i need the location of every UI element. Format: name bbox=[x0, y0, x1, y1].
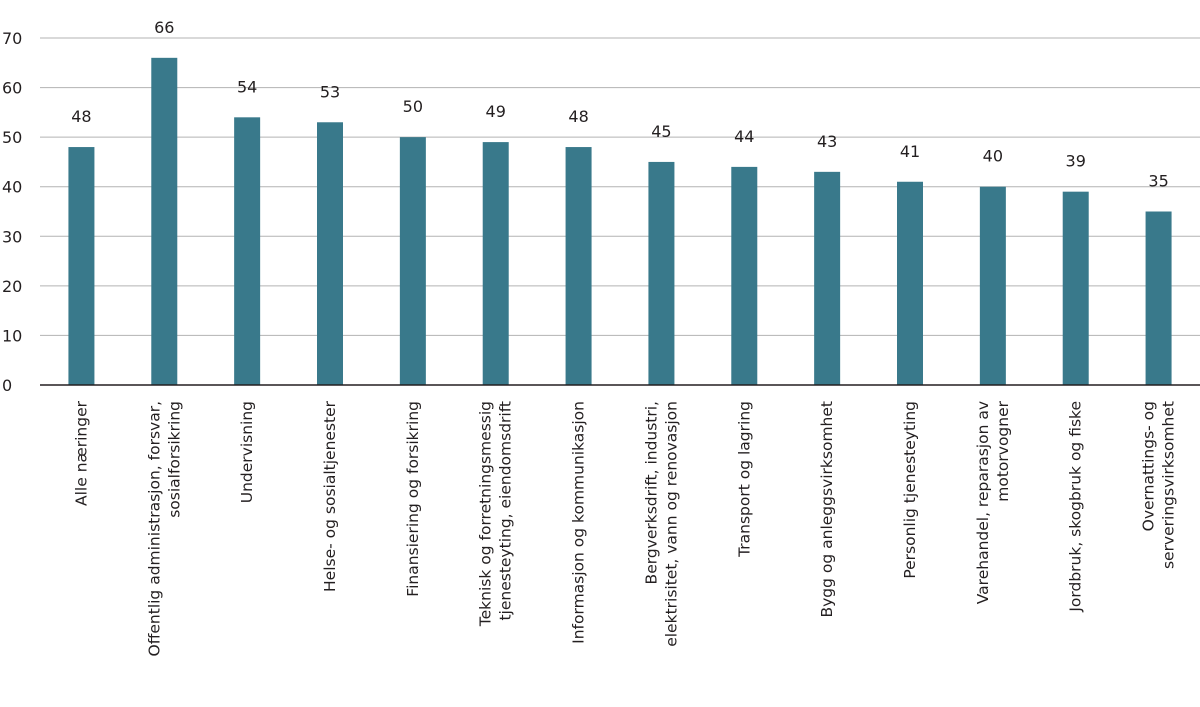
x-tick-label: Alle næringer bbox=[72, 400, 90, 506]
y-axis-ticks: 0 10 20 30 40 50 60 70 bbox=[2, 29, 22, 395]
y-tick-label: 40 bbox=[2, 178, 22, 197]
bar bbox=[68, 147, 95, 385]
x-tick-label: Teknisk og forretningsmessig bbox=[477, 401, 495, 627]
data-label: 39 bbox=[1066, 152, 1086, 171]
data-label: 43 bbox=[817, 132, 837, 151]
data-label: 44 bbox=[734, 127, 754, 146]
data-label: 49 bbox=[486, 102, 506, 121]
x-tick-label: Jordbruk, skogbruk og fiske bbox=[1067, 401, 1085, 613]
x-tick-label: Finansiering og forsikring bbox=[404, 401, 422, 597]
x-tick-label: Offentlig administrasjon, forsvar, bbox=[145, 401, 163, 657]
x-tick-label: motorvogner bbox=[994, 400, 1012, 501]
data-label: 48 bbox=[71, 107, 91, 126]
x-tick-label: Overnattings- og bbox=[1140, 401, 1158, 531]
x-tick-label: tjenesteyting, eiendomsdrift bbox=[497, 401, 515, 621]
bar bbox=[234, 117, 261, 386]
bar bbox=[317, 122, 343, 386]
y-tick-label: 20 bbox=[2, 277, 22, 296]
data-label: 66 bbox=[154, 18, 174, 37]
data-label: 41 bbox=[900, 142, 920, 161]
bar bbox=[979, 186, 1006, 385]
bar bbox=[814, 171, 841, 385]
bar bbox=[399, 137, 426, 385]
y-tick-label: 10 bbox=[2, 326, 22, 345]
y-tick-label: 30 bbox=[2, 227, 22, 246]
x-tick-label: elektrisitet, vann og renovasjon bbox=[662, 401, 680, 647]
y-tick-label: 60 bbox=[2, 79, 22, 98]
bar bbox=[648, 161, 675, 385]
y-tick-label: 50 bbox=[2, 128, 22, 147]
x-tick-label: Informasjon og kommunikasjon bbox=[570, 401, 588, 644]
data-label: 45 bbox=[651, 122, 671, 141]
x-tick-label: Personlig tjenesteyting bbox=[901, 401, 919, 579]
bar bbox=[1062, 191, 1089, 385]
y-tick-label: 0 bbox=[2, 376, 12, 395]
x-tick-label: sosialforsikring bbox=[165, 401, 183, 518]
x-tick-label: Transport og lagring bbox=[735, 401, 753, 558]
data-label: 53 bbox=[320, 82, 340, 101]
data-label: 50 bbox=[403, 97, 423, 116]
gridlines bbox=[40, 37, 1200, 336]
x-tick-label: Bygg og anleggsvirksomhet bbox=[818, 401, 836, 618]
bar bbox=[1145, 211, 1172, 385]
data-label: 35 bbox=[1148, 172, 1168, 191]
x-tick-label: Helse- og sosialtjenester bbox=[321, 400, 339, 592]
data-label: 40 bbox=[983, 147, 1003, 166]
x-tick-label: Undervisning bbox=[238, 401, 256, 503]
bar bbox=[151, 57, 178, 385]
x-tick-label: Bergverksdrift, industri, bbox=[642, 401, 660, 584]
bars bbox=[68, 57, 1172, 386]
x-tick-label: Varehandel, reparasjon av bbox=[974, 401, 992, 604]
bar bbox=[482, 142, 509, 385]
bar bbox=[565, 147, 592, 385]
data-label: 48 bbox=[568, 107, 588, 126]
data-labels: 48 66 54 53 50 49 48 45 44 43 41 40 39 35 bbox=[71, 18, 1169, 191]
bar bbox=[731, 166, 758, 385]
y-tick-label: 70 bbox=[2, 29, 22, 48]
bar bbox=[897, 181, 923, 385]
x-tick-label: serveringsvirksomhet bbox=[1160, 401, 1178, 569]
data-label: 54 bbox=[237, 77, 257, 96]
x-axis-labels: Alle næringer Offentlig administrasjon, f… bbox=[72, 400, 1177, 656]
